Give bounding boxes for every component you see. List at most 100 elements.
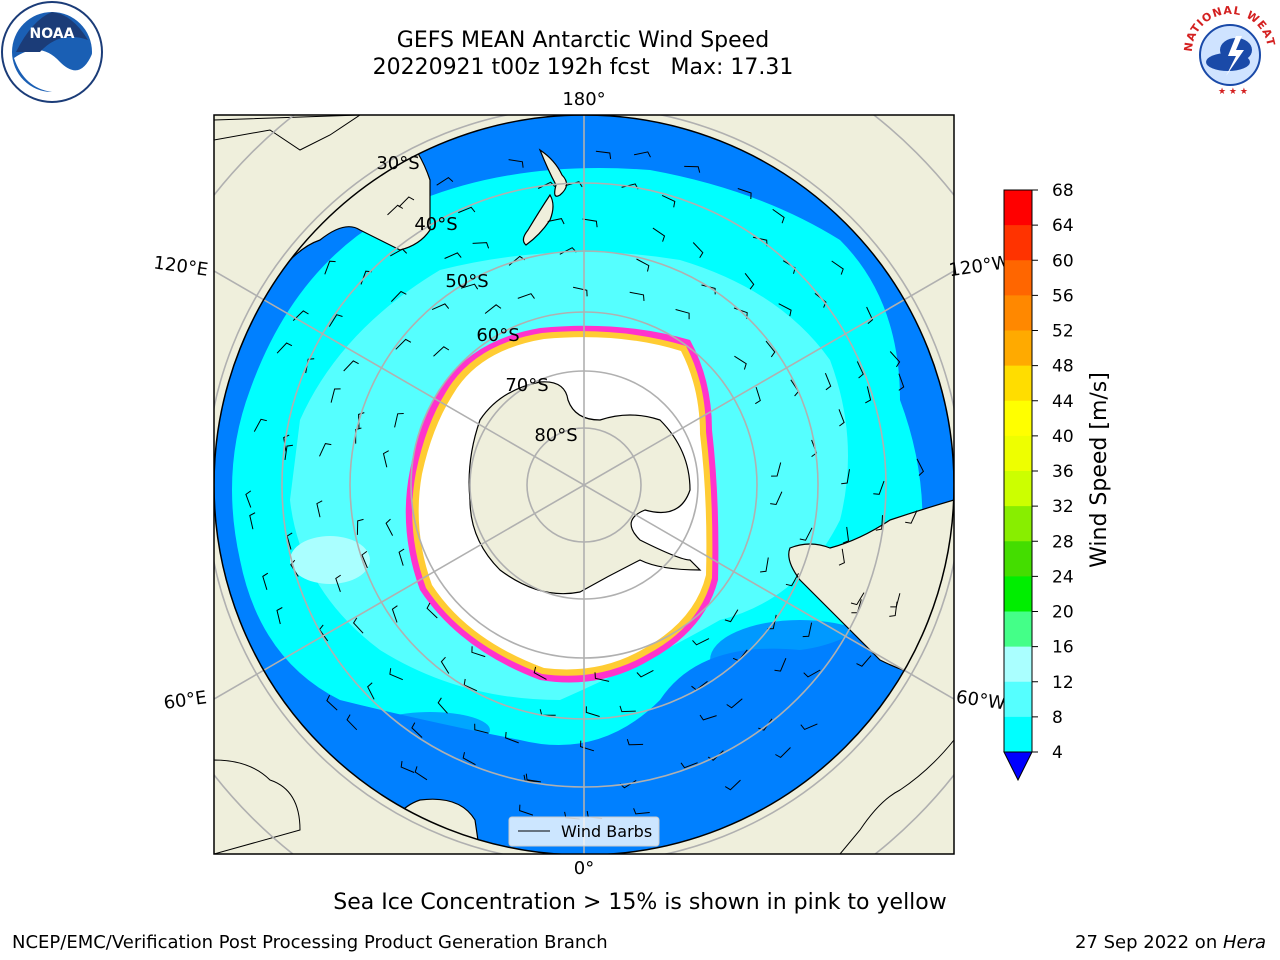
colorbar-tick-label: 64 <box>1052 216 1074 236</box>
wind-barb <box>444 252 462 259</box>
colorbar-bin <box>1004 646 1032 683</box>
wind-barb <box>330 388 341 403</box>
wind-barb <box>398 548 405 566</box>
wind-barb <box>856 361 864 379</box>
wind-barb <box>595 150 612 159</box>
wind-barb <box>842 526 850 544</box>
wind-barb <box>802 622 813 638</box>
wind-barb <box>594 672 610 682</box>
wind-barb <box>841 469 850 485</box>
lon-label-180: 180° <box>562 89 605 110</box>
wind-barb <box>276 342 293 354</box>
wind-barb <box>785 573 799 587</box>
wind-barb <box>391 605 398 623</box>
wind-barb <box>463 678 478 692</box>
wind-barb <box>652 227 666 242</box>
colorbar-tick-label: 48 <box>1052 357 1074 377</box>
wind-barb <box>724 779 741 791</box>
wind-barb <box>387 204 404 216</box>
wind-barbs-legend: Wind Barbs <box>508 816 660 847</box>
wind-barb <box>458 206 476 214</box>
lon-label-120w: 120°W <box>947 252 1011 281</box>
wind-barb <box>814 293 827 308</box>
colorbar-bin <box>1004 681 1032 718</box>
wind-barb <box>395 338 412 350</box>
wind-barb <box>675 309 690 320</box>
wind-barb <box>367 682 375 700</box>
wind-barb <box>905 510 918 524</box>
nws-logo: NATIONAL WEATHER SERVICE ★ ★ ★ <box>1178 0 1277 98</box>
colorbar-tick-label: 40 <box>1052 427 1074 447</box>
noaa-logo-text: NOAA <box>30 26 75 42</box>
colorbar: 68 64 60 56 52 48 44 40 36 32 28 24 20 16 12 8 4 <box>1003 181 1074 782</box>
chart-subtitle: 20220921 t00z 192h fcst Max: 17.31 <box>372 55 794 80</box>
wind-barb <box>865 386 872 404</box>
wind-barb <box>873 480 885 495</box>
wind-barb <box>356 518 364 535</box>
wind-barb <box>382 450 389 468</box>
wind-barb <box>875 515 883 531</box>
colorbar-tick-label: 56 <box>1052 286 1074 306</box>
wind-barb <box>755 386 761 405</box>
colorbar-bin <box>1004 400 1032 437</box>
wind-barb <box>629 291 645 301</box>
wind-barb <box>517 293 535 299</box>
wind-barb <box>249 512 256 530</box>
colorbar-bin <box>1004 506 1032 542</box>
wind-barb <box>290 559 299 577</box>
wind-barb <box>824 373 832 391</box>
wind-barb <box>533 666 547 680</box>
wind-barb <box>800 723 818 731</box>
wind-barb <box>361 551 368 569</box>
wind-barb <box>472 242 490 249</box>
wind-barb <box>324 260 336 275</box>
colorbar-bin <box>1004 190 1032 226</box>
wind-barb <box>437 697 448 714</box>
sea-ice-caption: Sea Ice Concentration > 15% is shown in … <box>333 890 947 915</box>
wind-barb <box>633 151 651 158</box>
wind-barb <box>850 592 865 606</box>
wind-barb <box>436 176 454 186</box>
wind-barbs <box>245 150 925 820</box>
wind-barb <box>636 669 654 678</box>
colorbar-bin <box>1004 716 1032 753</box>
colorbar-bin <box>1004 611 1032 648</box>
wind-barb <box>916 458 925 476</box>
wind-barb <box>262 572 269 590</box>
colorbar-bin <box>1004 330 1032 367</box>
wind-barb <box>774 658 787 672</box>
legend-label: Wind Barbs <box>561 822 652 841</box>
wind-barb <box>547 218 565 225</box>
wind-barb <box>519 804 534 816</box>
wind-barb <box>803 669 821 678</box>
wind-barb <box>692 242 704 259</box>
lat-label-70s: 70°S <box>505 375 548 396</box>
wind-barb <box>319 443 332 457</box>
wind-barb <box>460 283 479 290</box>
wind-barb <box>726 698 743 709</box>
wind-barb <box>253 418 267 432</box>
wind-barb <box>276 607 283 625</box>
wind-barb <box>440 656 450 674</box>
wind-barb <box>734 355 747 370</box>
footer-machine: Hera <box>1222 932 1266 953</box>
wind-barb <box>572 286 588 297</box>
wind-barb <box>398 196 415 208</box>
wind-barb <box>579 740 595 752</box>
lat-label-80s: 80°S <box>534 425 577 446</box>
new-zealand-south <box>522 193 554 246</box>
wind-barb <box>328 314 343 327</box>
wind-barb <box>505 731 519 744</box>
wind-barb <box>508 159 524 168</box>
graticule <box>214 115 954 854</box>
chart-title: GEFS MEAN Antarctic Wind Speed <box>396 28 770 53</box>
wind-barb <box>636 258 650 272</box>
wind-barb <box>866 306 874 324</box>
colorbar-bin <box>1004 365 1032 402</box>
wind-barb <box>889 351 901 368</box>
wind-barb <box>431 303 450 311</box>
wind-barb <box>462 752 476 766</box>
wind-barb <box>831 260 844 275</box>
wind-barb <box>426 602 438 619</box>
wind-barb <box>582 218 598 228</box>
